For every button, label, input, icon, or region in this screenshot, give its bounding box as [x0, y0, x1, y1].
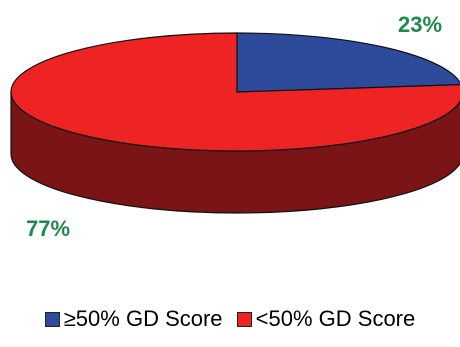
pie-slice-low-gd	[10, 32, 460, 152]
legend-swatch-high-gd	[44, 312, 60, 327]
chart-legend: ≥50% GD Score <50% GD Score	[0, 306, 460, 332]
slice-label-low-gd: 77%	[26, 216, 70, 241]
legend-label-low-gd: <50% GD Score	[255, 306, 416, 331]
legend-item-low-gd: <50% GD Score	[236, 306, 416, 332]
pie-chart: 23% 77%	[10, 12, 460, 241]
legend-label-high-gd: ≥50% GD Score	[63, 306, 223, 331]
pie-slice-high-gd	[236, 32, 460, 93]
pie-slices	[10, 32, 460, 152]
slice-label-high-gd: 23%	[398, 12, 442, 37]
legend-item-high-gd: ≥50% GD Score	[44, 306, 223, 332]
legend-swatch-low-gd	[236, 312, 252, 327]
